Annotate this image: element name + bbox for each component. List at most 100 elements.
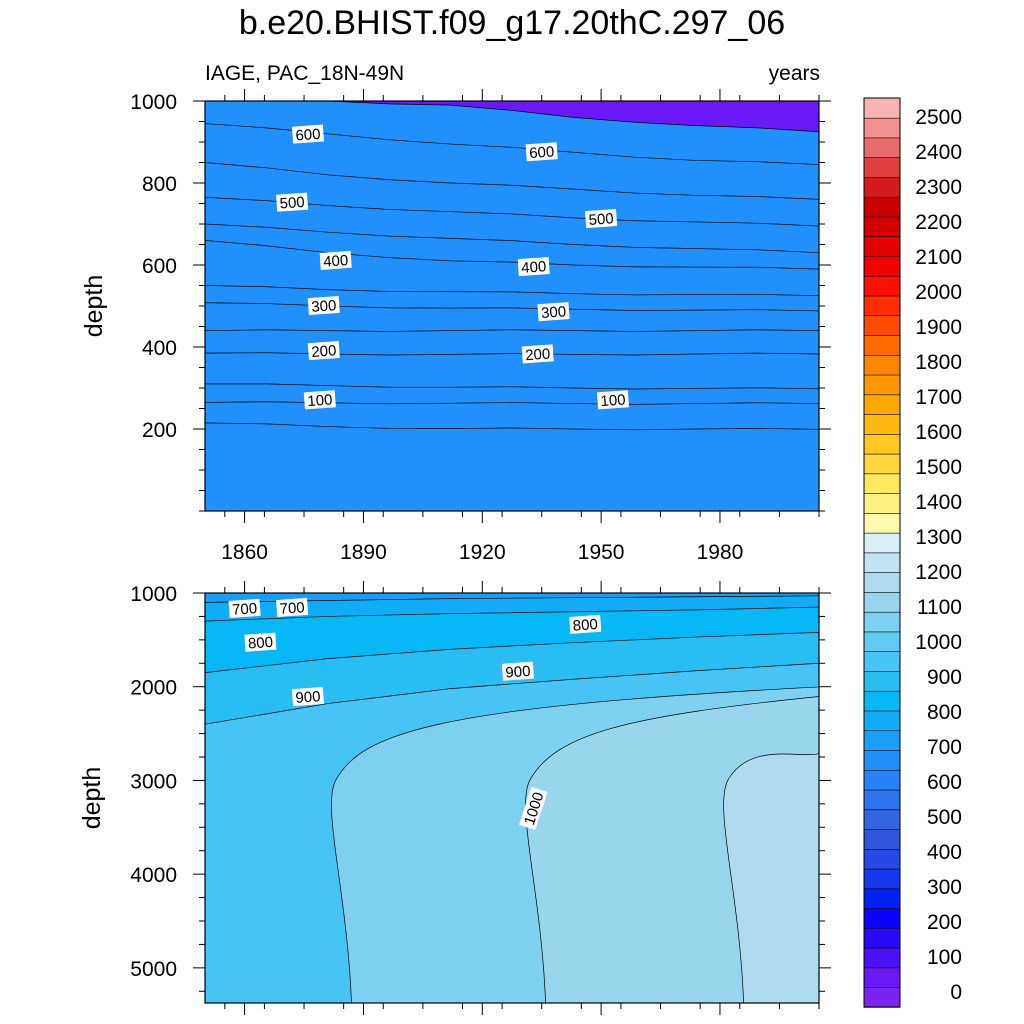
colorbar-box	[863, 769, 901, 791]
colorbar-box	[863, 631, 901, 653]
contour-label-text: 800	[572, 616, 598, 635]
colorbar-label: 1900	[915, 316, 962, 339]
contour-line	[205, 302, 819, 312]
colorbar-label: 2300	[915, 176, 962, 199]
contour-line	[525, 696, 819, 1003]
colorbar-box	[863, 295, 901, 317]
contour-label-box	[291, 124, 325, 144]
contour-label-text: 800	[247, 634, 273, 653]
contour-line	[205, 285, 819, 297]
contour-label: 900	[501, 661, 534, 682]
chart-title: b.e20.BHIST.f09_g17.20thC.297_06	[238, 4, 786, 42]
colorbar-box	[863, 907, 901, 929]
colorbar-label: 400	[927, 841, 962, 864]
contour-line	[205, 662, 819, 725]
colorbar-label: 2500	[915, 106, 962, 129]
y-tick-label: 600	[142, 255, 177, 278]
colorbar-box	[863, 532, 901, 554]
colorbar-box	[863, 512, 901, 534]
colorbar-box	[863, 156, 901, 178]
x-tick-label: 1920	[459, 541, 506, 564]
colorbar-label: 0	[950, 981, 962, 1004]
contour-label-box	[244, 632, 277, 652]
colorbar-box	[863, 236, 901, 257]
x-tick-label: 1950	[578, 541, 625, 564]
contour-label-text: 300	[541, 303, 567, 322]
contour-label-text: 400	[323, 252, 349, 271]
y-tick-label: 2000	[130, 677, 177, 700]
contour-label-box	[521, 344, 554, 364]
contour-line	[205, 101, 819, 133]
colorbar-label: 600	[927, 771, 962, 794]
contour-label-box	[228, 598, 261, 618]
colorbar-box	[863, 216, 901, 238]
contour-label-text: 700	[279, 599, 305, 618]
colorbar-label: 800	[927, 701, 962, 724]
colorbar-label: 1000	[915, 631, 962, 654]
fill-band	[205, 101, 819, 511]
colorbar-label: 1200	[915, 561, 962, 584]
contour-label-text: 700	[232, 600, 258, 619]
x-tick-label: 1860	[221, 541, 268, 564]
colorbar-label: 900	[927, 666, 962, 689]
contour-line	[723, 752, 819, 1003]
contour-label-text: 600	[529, 143, 555, 162]
contour-label-text: 300	[311, 297, 337, 316]
contour-label: 500	[276, 192, 309, 213]
colorbar-box	[863, 967, 901, 988]
contour-label-box	[276, 597, 309, 618]
colorbar-label: 2100	[915, 246, 962, 269]
colorbar-box	[863, 571, 901, 593]
contour-label-box	[537, 302, 570, 322]
colorbar-label: 500	[927, 806, 962, 829]
y-tick-label: 3000	[130, 770, 177, 793]
contour-label: 500	[585, 209, 618, 229]
colorbar-box	[863, 848, 901, 870]
colorbar-box	[863, 730, 901, 751]
colorbar-box	[863, 176, 901, 198]
contour-label: 100	[303, 390, 336, 410]
colorbar-box	[863, 749, 901, 771]
colorbar-box	[863, 888, 901, 909]
contour-label-box	[519, 786, 548, 831]
colorbar-box	[863, 137, 901, 158]
contour-label-box	[319, 250, 352, 270]
contour-label-text: 600	[295, 126, 321, 145]
contour-label-text: 400	[521, 258, 547, 277]
colorbar-box	[863, 196, 901, 218]
colorbar-box	[863, 394, 901, 415]
contour-line	[205, 352, 819, 356]
colorbar-box	[863, 552, 901, 573]
contour-label: 800	[569, 614, 602, 635]
colorbar-box	[863, 97, 901, 119]
colorbar-box	[863, 868, 901, 890]
contour-label: 300	[307, 295, 340, 316]
colorbar-box	[863, 690, 901, 712]
colorbar-box	[863, 986, 901, 1008]
y-tick-label: 200	[142, 419, 177, 442]
contour-label-text: 900	[295, 688, 321, 707]
contour-line	[205, 329, 819, 332]
contour-label-box	[307, 295, 340, 316]
y-axis-label: depth	[80, 275, 108, 338]
colorbar-box	[863, 947, 901, 969]
contour-label: 200	[307, 341, 340, 361]
contour-label-text: 200	[311, 342, 337, 361]
contour-line	[205, 223, 819, 254]
contour-line	[205, 595, 819, 603]
contour-line	[331, 686, 819, 1003]
colorbar-box	[863, 492, 901, 514]
contour-line	[205, 606, 819, 622]
contour-label: 700	[276, 597, 309, 618]
contour-label-box	[585, 209, 618, 229]
colorbar-label: 1100	[917, 596, 962, 619]
colorbar-frame	[863, 97, 901, 1008]
plot-frame	[204, 592, 820, 1004]
colorbar-box	[863, 670, 901, 692]
variable-region-label: IAGE, PAC_18N-49N	[205, 62, 405, 85]
contour-label-box	[276, 192, 309, 212]
contour-label: 800	[244, 632, 277, 653]
colorbar-label: 2400	[915, 141, 962, 164]
